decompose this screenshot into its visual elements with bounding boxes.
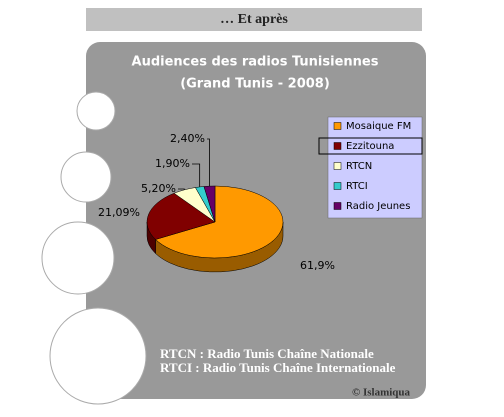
legend-label: Ezzitouna (346, 141, 394, 152)
data-label: 2,40% (170, 132, 205, 145)
data-label: 1,90% (155, 157, 190, 170)
legend-label: RTCI (346, 181, 368, 192)
leader-line (192, 163, 201, 187)
pie-slice (155, 185, 284, 259)
legend-swatch (333, 202, 342, 210)
footnote: RTCN : Radio Tunis Chaîne Nationale (160, 346, 374, 361)
legend-swatch (333, 162, 342, 170)
data-label: 21,09% (98, 206, 140, 219)
legend-label: Mosaique FM (346, 121, 411, 132)
legend-swatch (333, 182, 342, 190)
leader-line (178, 188, 185, 190)
header-bar (86, 8, 422, 31)
chart-title: Audiences des radios Tunisiennes (132, 55, 379, 70)
legend-box (327, 116, 423, 219)
data-label: 61,9% (300, 259, 335, 272)
copyright: © Islamiqua (352, 387, 411, 399)
legend-label: Radio Jeunes (346, 201, 410, 212)
legend-swatch (333, 142, 342, 150)
deco-circle (49, 307, 147, 405)
deco-circle (76, 91, 116, 131)
footnote: RTCI : Radio Tunis Chaîne Internationale (160, 360, 396, 375)
legend-label: RTCN (346, 161, 372, 172)
legend-swatch (333, 122, 342, 130)
data-label: 5,20% (141, 182, 176, 195)
deco-circle (41, 221, 115, 295)
chart-subtitle: (Grand Tunis - 2008) (180, 77, 330, 92)
legend-highlight (318, 137, 423, 155)
header-title: … Et après (220, 12, 288, 27)
deco-circle (60, 151, 112, 203)
leader-line (207, 138, 210, 187)
pie-slice (146, 192, 216, 240)
